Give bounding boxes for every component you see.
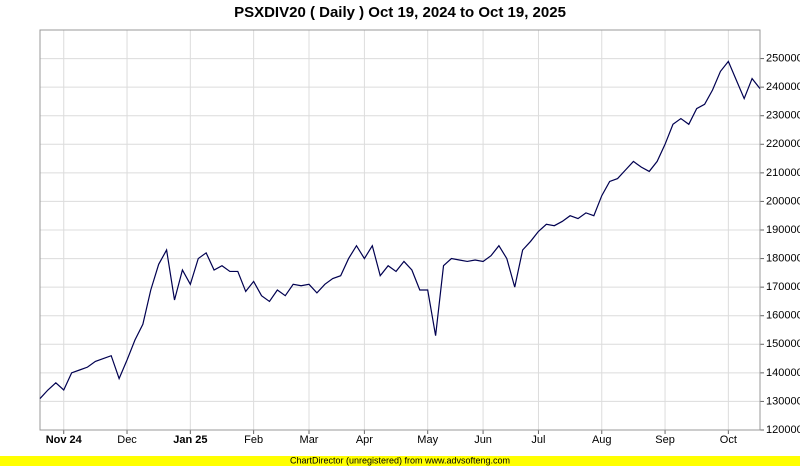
y-tick-label: 120000 [766, 424, 800, 436]
y-tick-label: 190000 [766, 224, 800, 236]
x-tick-label: Feb [244, 434, 263, 446]
y-tick-label: 180000 [766, 252, 800, 264]
x-tick-label: Nov 24 [46, 434, 83, 446]
x-tick-label: Mar [300, 434, 319, 446]
x-tick-label: Jan 25 [173, 434, 207, 446]
y-tick-label: 250000 [766, 52, 800, 64]
x-tick-label: May [417, 434, 438, 446]
plot-area: 120000 130000 140000 150000 160000 170000 1800… [39, 29, 800, 446]
y-tick-label: 220000 [766, 138, 800, 150]
y-tick-label: 140000 [766, 367, 800, 379]
y-tick-label: 130000 [766, 395, 800, 407]
x-tick-label: Jul [531, 434, 545, 446]
y-tick-label: 210000 [766, 167, 800, 179]
x-tick-label: Sep [655, 434, 675, 446]
y-tick-label: 160000 [766, 310, 800, 322]
x-tick-label: Aug [592, 434, 612, 446]
x-tick-label: Jun [474, 434, 492, 446]
x-tick-label: Dec [117, 434, 137, 446]
y-tick-label: 240000 [766, 81, 800, 93]
plot-border [39, 29, 761, 431]
footer-text: ChartDirector (unregistered) from www.ad… [290, 455, 510, 465]
y-tick-label: 200000 [766, 195, 800, 207]
x-tick-label: Apr [356, 434, 373, 446]
y-tick-label: 150000 [766, 338, 800, 350]
line-series [39, 60, 761, 399]
x-tick-label: Oct [720, 434, 737, 446]
footer-bar [0, 456, 800, 466]
y-tick-label: 230000 [766, 110, 800, 122]
chart-title: PSXDIV20 ( Daily ) Oct 19, 2024 to Oct 1… [234, 4, 566, 21]
y-tick-label: 170000 [766, 281, 800, 293]
